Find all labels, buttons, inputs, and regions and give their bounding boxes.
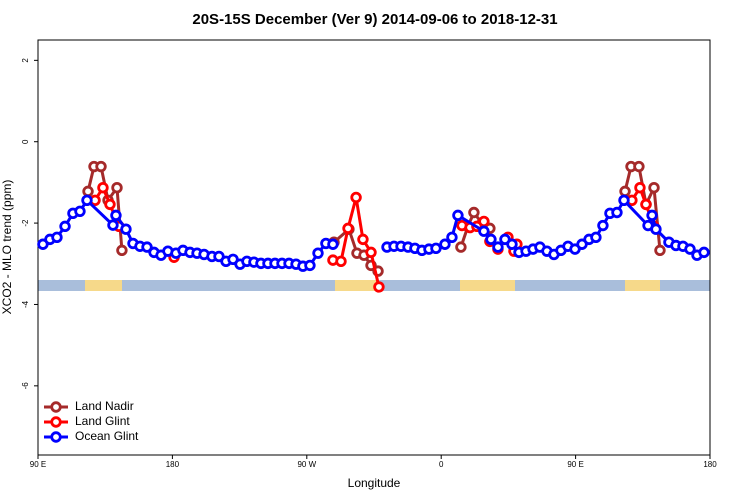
- point: [468, 206, 480, 219]
- legend-marker: [50, 416, 62, 428]
- point: [619, 185, 631, 198]
- point: [446, 231, 458, 244]
- point: [684, 243, 696, 255]
- y-tick-label: -4: [21, 300, 30, 308]
- legend-marker: [50, 401, 62, 413]
- point: [327, 238, 339, 250]
- chart-title: 20S-15S December (Ver 9) 2014-09-06 to 2…: [192, 11, 557, 28]
- point: [120, 223, 132, 235]
- point: [618, 194, 630, 207]
- point: [597, 219, 609, 232]
- point: [116, 244, 128, 257]
- point: [452, 209, 464, 222]
- point: [646, 209, 658, 222]
- point: [357, 233, 369, 246]
- point: [110, 209, 122, 222]
- point: [611, 206, 623, 219]
- y-tick-label: -2: [21, 219, 30, 227]
- point: [350, 191, 362, 204]
- legend-label: Ocean Glint: [75, 429, 139, 443]
- land-band: [625, 280, 660, 291]
- point: [590, 231, 602, 244]
- point: [304, 259, 316, 272]
- point: [478, 225, 490, 237]
- point: [455, 241, 467, 253]
- land-band: [460, 280, 515, 291]
- x-axis-label: Longitude: [348, 476, 401, 490]
- point: [698, 246, 710, 259]
- point: [81, 194, 93, 207]
- x-tick-label: 90 W: [297, 460, 316, 469]
- point: [365, 246, 377, 259]
- point: [373, 281, 385, 293]
- point: [59, 220, 71, 233]
- point: [107, 219, 119, 231]
- legend-label: Land Nadir: [75, 399, 134, 413]
- point: [95, 160, 107, 173]
- x-tick-label: 90 E: [567, 460, 583, 469]
- point: [74, 205, 86, 217]
- point: [648, 181, 660, 194]
- point: [82, 185, 94, 198]
- x-tick-label: 180: [166, 460, 180, 469]
- x-tick-label: 0: [439, 460, 444, 469]
- y-tick-label: 2: [21, 58, 30, 63]
- point: [478, 215, 490, 228]
- legend-marker: [50, 431, 62, 443]
- point: [506, 238, 518, 250]
- point: [439, 238, 451, 250]
- point: [633, 160, 645, 173]
- plot-frame: [37, 39, 711, 456]
- point: [312, 247, 324, 259]
- point: [654, 244, 666, 257]
- point: [97, 181, 109, 194]
- legend-label: Land Glint: [75, 414, 130, 428]
- y-axis-label: XCO2 - MLO trend (ppm): [0, 180, 14, 315]
- point: [342, 222, 354, 235]
- point: [485, 233, 497, 246]
- point: [430, 242, 442, 255]
- x-tick-label: 180: [703, 460, 717, 469]
- point: [634, 181, 646, 194]
- point: [640, 198, 652, 211]
- point: [492, 241, 504, 253]
- y-tick-label: -6: [21, 382, 30, 390]
- y-tick-label: 0: [21, 139, 30, 144]
- series-line: [93, 184, 656, 288]
- land-band: [335, 280, 378, 291]
- point: [111, 181, 123, 194]
- land-band: [85, 280, 122, 291]
- x-tick-label: 90 E: [30, 460, 46, 469]
- point: [141, 241, 153, 253]
- point: [650, 223, 662, 235]
- point: [51, 231, 63, 244]
- point: [104, 198, 116, 211]
- point: [335, 255, 347, 268]
